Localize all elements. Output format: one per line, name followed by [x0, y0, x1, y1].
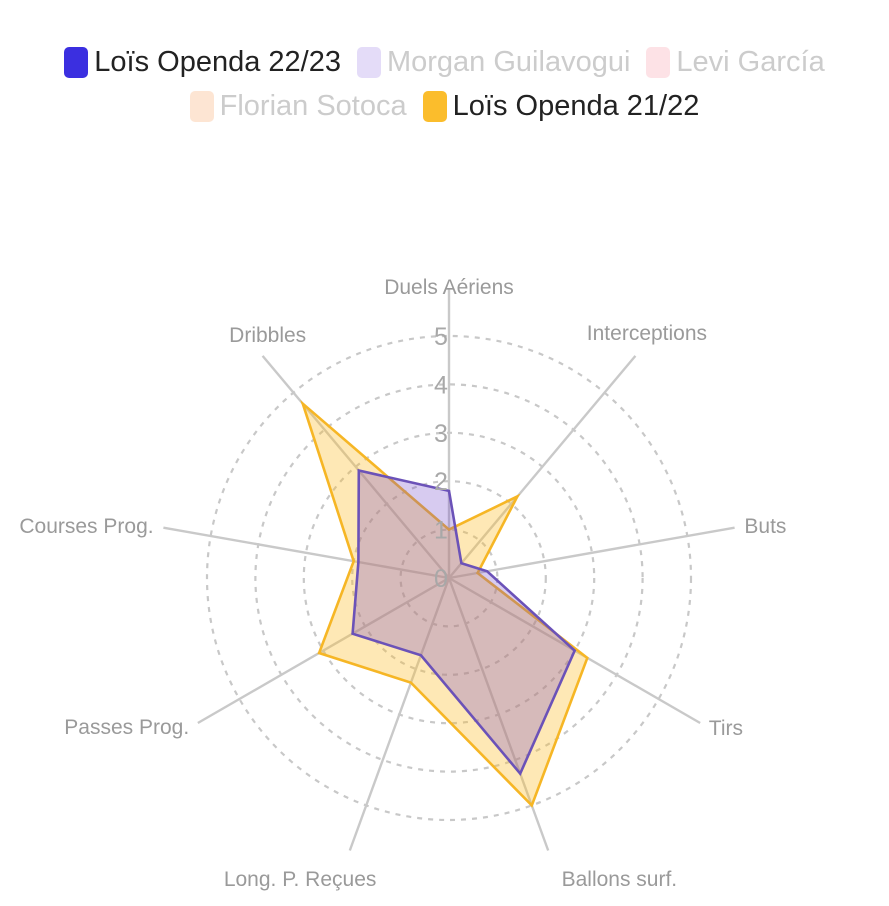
grid-ring: [254, 383, 644, 773]
axis-label: Duels Aériens: [384, 276, 514, 299]
legend-swatch: [356, 46, 381, 78]
legend-row-1: Loïs Openda 22/23 Morgan Guilavogui Levi…: [0, 40, 889, 84]
axis-spoke: [448, 355, 637, 579]
tick-label: 2: [434, 468, 448, 496]
legend-label: Florian Sotoca: [219, 89, 407, 122]
legend-item[interactable]: Morgan Guilavogui: [356, 45, 631, 78]
tick-label: 5: [434, 323, 448, 351]
legend-label: Loïs Openda 22/23: [94, 45, 341, 78]
tick-label: 0: [434, 565, 448, 593]
axis-label: Passes Prog.: [64, 716, 189, 739]
series-polygon[interactable]: [351, 468, 577, 777]
radar-grid: [163, 288, 735, 851]
grid-ring: [399, 528, 499, 628]
axis-spoke: [261, 355, 450, 579]
legend: Loïs Openda 22/23 Morgan Guilavogui Levi…: [0, 40, 889, 128]
radial-ticks: 0 1 2 3 4 5: [434, 323, 448, 593]
legend-swatch: [646, 46, 671, 78]
legend-label: Levi García: [676, 45, 825, 78]
axis-spoke: [197, 576, 450, 725]
tick-label: 3: [434, 420, 448, 448]
axis-label: Dribbles: [229, 324, 306, 347]
grid-ring: [205, 334, 693, 822]
axis-label: Long. P. Reçues: [224, 868, 377, 891]
axis-spoke: [163, 526, 450, 580]
legend-label: Loïs Openda 21/22: [452, 89, 700, 122]
legend-label: Morgan Guilavogui: [386, 45, 631, 78]
legend-swatch: [64, 46, 89, 78]
axis-label: Ballons surf.: [562, 868, 678, 891]
legend-swatch: [189, 90, 214, 122]
axis-label: Courses Prog.: [19, 515, 153, 538]
axis-label: Interceptions: [587, 322, 707, 345]
legend-swatch: [422, 90, 447, 122]
axis-labels: Duels Aériens Interceptions Buts Tirs Ballon…: [19, 276, 786, 891]
legend-item[interactable]: Levi García: [646, 45, 825, 78]
legend-item[interactable]: Loïs Openda 21/22: [422, 89, 700, 122]
axis-spoke: [348, 577, 451, 851]
legend-item[interactable]: Loïs Openda 22/23: [64, 45, 341, 78]
series-polygon[interactable]: [300, 399, 589, 808]
tick-label: 1: [434, 517, 448, 545]
axis-spoke: [448, 526, 735, 580]
tick-label: 4: [434, 371, 448, 399]
radar-series: [300, 399, 589, 808]
legend-item[interactable]: Florian Sotoca: [189, 89, 407, 122]
axis-label: Tirs: [709, 717, 743, 740]
legend-row-2: Florian Sotoca Loïs Openda 21/22: [0, 84, 889, 128]
axis-label: Buts: [744, 515, 786, 538]
